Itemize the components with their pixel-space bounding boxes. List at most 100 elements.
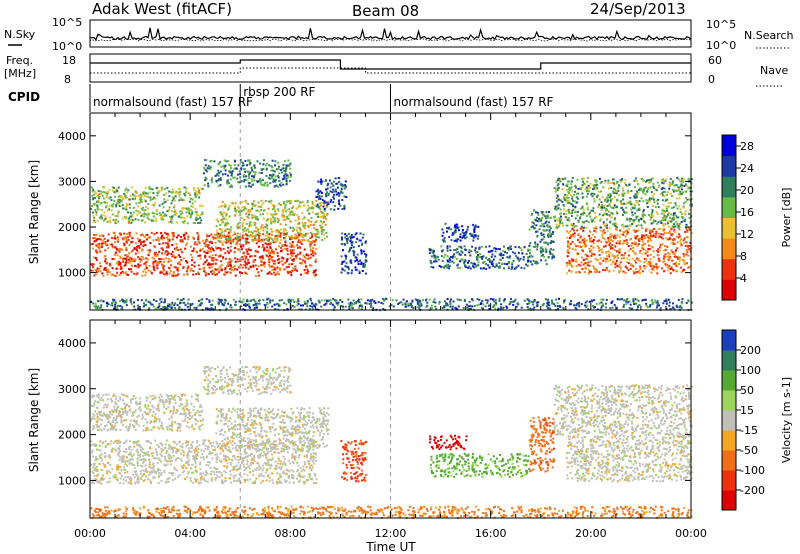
heatmap-cell	[526, 306, 529, 309]
heatmap-cell	[316, 232, 319, 235]
heatmap-cell	[170, 191, 173, 193]
heatmap-cell	[114, 274, 117, 277]
heatmap-cell	[147, 236, 150, 239]
heatmap-cell	[567, 210, 570, 213]
heatmap-cell	[575, 225, 577, 228]
heatmap-cell	[242, 308, 245, 311]
heatmap-cell	[265, 162, 268, 165]
heatmap-cell	[623, 239, 626, 242]
heatmap-cell	[534, 243, 537, 246]
heatmap-cell	[591, 195, 594, 198]
heatmap-cell	[557, 203, 560, 206]
heatmap-cell	[651, 230, 654, 233]
heatmap-cell	[459, 236, 462, 238]
heatmap-cell	[178, 196, 181, 199]
heatmap-cell	[601, 232, 604, 235]
heatmap-cell	[655, 267, 658, 270]
heatmap-cell	[165, 232, 168, 235]
heatmap-cell	[443, 237, 446, 240]
heatmap-cell	[247, 253, 250, 255]
heatmap-cell	[672, 252, 675, 255]
heatmap-cell	[239, 173, 242, 175]
heatmap-cell	[183, 233, 185, 236]
heatmap-cell	[670, 207, 673, 210]
heatmap-cell	[236, 235, 239, 238]
heatmap-cell	[677, 263, 680, 265]
heatmap-cell	[181, 301, 184, 304]
heatmap-cell	[594, 179, 596, 182]
heatmap-cell	[118, 196, 121, 199]
heatmap-cell	[274, 266, 276, 269]
heatmap-cell	[133, 194, 136, 197]
heatmap-cell	[531, 263, 534, 266]
heatmap-cell	[676, 207, 679, 210]
heatmap-cell	[165, 257, 168, 260]
heatmap-cell	[275, 213, 278, 216]
heatmap-cell	[321, 238, 324, 241]
heatmap-cell	[179, 255, 182, 258]
heatmap-cell	[668, 230, 671, 233]
heatmap-cell	[441, 239, 444, 241]
heatmap-cell	[650, 222, 653, 225]
heatmap-cell	[313, 223, 316, 226]
heatmap-cell	[410, 302, 413, 305]
heatmap-cell	[606, 224, 608, 227]
heatmap-cell	[219, 232, 222, 235]
heatmap-cell	[144, 199, 147, 202]
heatmap-cell	[623, 303, 625, 306]
heatmap-cell	[606, 208, 609, 211]
heatmap-cell	[103, 201, 106, 203]
heatmap-cell	[446, 298, 449, 300]
heatmap-cell	[588, 300, 591, 303]
heatmap-cell	[581, 205, 584, 208]
heatmap-cell	[100, 306, 102, 309]
heatmap-cell	[653, 228, 655, 230]
heatmap-cell	[223, 203, 226, 206]
heatmap-cell	[285, 183, 288, 186]
heatmap-cell	[554, 215, 557, 218]
heatmap-cell	[337, 186, 339, 189]
heatmap-cell	[250, 255, 253, 258]
heatmap-cell	[146, 216, 149, 219]
heatmap-cell	[355, 241, 358, 244]
heatmap-cell	[159, 298, 162, 301]
heatmap-cell	[129, 231, 132, 234]
heatmap-cell	[577, 245, 580, 248]
heatmap-cell	[592, 207, 595, 210]
heatmap-cell	[546, 215, 549, 218]
heatmap-cell	[246, 215, 249, 218]
heatmap-cell	[290, 251, 293, 254]
heatmap-cell	[507, 261, 510, 263]
heatmap-cell	[668, 212, 670, 214]
heatmap-cell	[604, 198, 607, 201]
heatmap-cell	[358, 301, 361, 304]
heatmap-cell	[341, 238, 343, 241]
heatmap-cell	[179, 240, 182, 243]
heatmap-cell	[197, 187, 199, 190]
heatmap-cell	[665, 205, 668, 208]
heatmap-cell	[677, 255, 680, 258]
heatmap-cell	[657, 221, 660, 224]
heatmap-cell	[645, 258, 648, 260]
heatmap-cell	[249, 208, 252, 211]
heatmap-cell	[662, 229, 665, 232]
heatmap-cell	[276, 234, 279, 237]
heatmap-cell	[655, 265, 658, 268]
heatmap-cell	[199, 304, 202, 307]
heatmap-cell	[185, 190, 188, 193]
heatmap-cell	[577, 233, 580, 236]
heatmap-cell	[190, 197, 193, 200]
heatmap-cell	[242, 175, 245, 178]
heatmap-cell	[601, 204, 603, 207]
heatmap-cell	[343, 243, 346, 245]
heatmap-cell	[241, 237, 244, 240]
heatmap-cell	[217, 246, 220, 249]
heatmap-cell	[606, 229, 609, 232]
heatmap-cell	[671, 188, 674, 191]
heatmap-cell	[264, 200, 267, 202]
heatmap-cell	[253, 179, 256, 182]
cpid-segment-label: rbsp 200 RF	[243, 85, 315, 99]
heatmap-cell	[471, 262, 474, 265]
heatmap-cell	[661, 187, 664, 189]
heatmap-cell	[673, 230, 676, 233]
